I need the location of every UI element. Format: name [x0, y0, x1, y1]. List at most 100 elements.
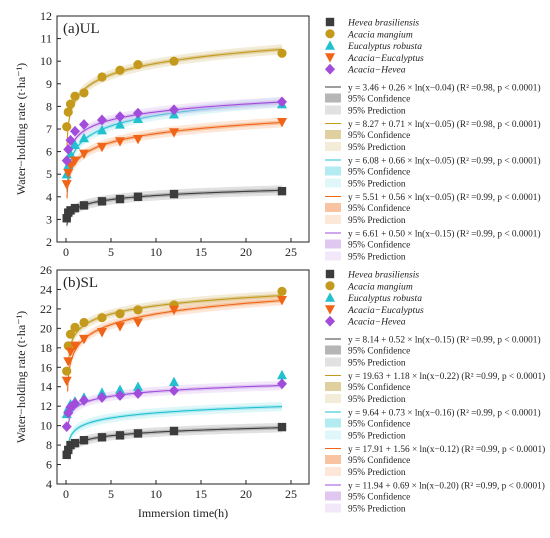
panel-sl: 4 6 8 10 12 14 16 18 20 22 24 26 0 5 10 15 20 25 (b)SL Wate…	[14, 263, 545, 520]
data-point	[277, 422, 287, 432]
data-point	[79, 119, 89, 130]
y-tick-label: 18	[40, 341, 52, 355]
data-point	[62, 214, 71, 223]
data-point	[61, 421, 72, 433]
data-point	[115, 384, 125, 394]
fit-equation: y = 6.61 + 0.50 × ln(x−0.15) (R² =0.99, …	[348, 229, 541, 240]
legend-confidence-swatch	[325, 239, 341, 249]
data-point	[115, 137, 125, 147]
data-point	[65, 329, 76, 339]
legend-marker	[325, 29, 335, 39]
legend-confidence-swatch	[325, 93, 341, 103]
data-point	[169, 56, 179, 66]
data-point	[277, 118, 287, 128]
x-tick-label: 20	[240, 245, 252, 259]
data-point	[79, 317, 89, 328]
fit-equation: y = 6.08 + 0.66 × ln(x−0.05) (R² =0.99, …	[348, 156, 541, 167]
y-tick-label: 3	[46, 212, 52, 226]
data-point	[70, 322, 80, 332]
legend-marker	[325, 17, 335, 27]
y-tick-label: 8	[46, 99, 52, 113]
legend-confidence-label: 95% Confidence	[348, 382, 410, 393]
data-point	[115, 431, 125, 440]
data-point	[79, 436, 89, 445]
panel-label: (b)SL	[63, 275, 98, 291]
x-axis-title: Immersion time(h)	[138, 506, 228, 520]
y-tick-label: 5	[46, 167, 52, 181]
fit-equation: y = 19.63 + 1.18 × ln(x−0.22) (R² =0.99,…	[348, 371, 545, 382]
y-tick-label: 24	[40, 282, 52, 296]
data-point	[277, 186, 287, 196]
legend-marker	[325, 292, 335, 302]
data-point	[133, 192, 143, 201]
data-point	[277, 378, 287, 390]
legend-prediction-label: 95% Prediction	[348, 468, 406, 478]
data-point	[70, 341, 80, 352]
legend-marker	[325, 315, 335, 327]
data-point	[70, 91, 80, 101]
legend-prediction-swatch	[325, 178, 341, 188]
data-point	[62, 122, 72, 132]
data-point	[115, 111, 125, 122]
legend-marker	[325, 63, 335, 75]
data-point	[169, 376, 179, 387]
data-point	[133, 388, 143, 399]
data-point	[97, 142, 107, 153]
data-point	[70, 156, 80, 166]
legend-prediction-swatch	[325, 251, 341, 261]
legend-confidence-swatch	[325, 418, 341, 428]
fit-equation: y = 3.46 + 0.26 × ln(x−0.04) (R² =0.98, …	[348, 83, 541, 94]
data-point	[65, 347, 76, 357]
legend-confidence-label: 95% Confidence	[348, 419, 410, 430]
x-tick-label: 20	[240, 487, 252, 501]
data-point	[63, 107, 73, 117]
data-point	[115, 309, 125, 319]
data-point	[133, 318, 143, 328]
legend-marker	[325, 53, 335, 63]
data-point	[169, 128, 179, 138]
data-point	[115, 194, 125, 204]
legend-confidence-label: 95% Confidence	[348, 346, 410, 357]
x-tick-label: 5	[108, 487, 114, 501]
data-point	[133, 107, 143, 119]
y-tick-label: 7	[46, 122, 52, 136]
legend-prediction-label: 95% Prediction	[348, 395, 406, 405]
data-point	[277, 96, 287, 108]
data-point	[66, 206, 75, 215]
x-tick-label: 10	[150, 487, 162, 501]
x-tick-label: 25	[285, 487, 297, 501]
legend-marker	[325, 269, 335, 279]
data-point	[70, 125, 80, 137]
legend-prediction-label: 95% Prediction	[348, 180, 406, 190]
legend-confidence-swatch	[325, 382, 341, 391]
y-tick-label: 9	[46, 77, 52, 91]
plot-frame	[56, 269, 310, 485]
y-tick-label: 26	[40, 263, 52, 277]
data-point	[62, 450, 71, 460]
fit-curve	[67, 295, 283, 365]
legend-prediction-swatch	[325, 215, 341, 224]
data-point	[61, 155, 72, 167]
fit-equation: y = 5.51 + 0.56 × ln(x−0.05) (R² =0.99, …	[348, 192, 541, 203]
data-point	[115, 65, 125, 75]
data-point	[97, 313, 107, 323]
data-point	[70, 139, 80, 150]
x-tick-label: 25	[285, 245, 297, 259]
panel-label: (a)UL	[63, 21, 100, 37]
legend-label: Hevea brasiliensis	[347, 18, 419, 29]
data-point	[63, 357, 74, 367]
data-point	[169, 305, 179, 316]
data-point	[70, 203, 80, 213]
x-tick-label: 0	[63, 245, 69, 259]
data-point	[65, 99, 76, 109]
data-point	[70, 397, 80, 409]
data-point	[65, 134, 76, 146]
data-point	[133, 59, 143, 70]
y-tick-label: 10	[40, 54, 52, 68]
data-point	[133, 134, 143, 145]
legend-confidence-label: 95% Confidence	[348, 240, 410, 251]
legend-confidence-swatch	[325, 166, 341, 176]
fit-curve	[67, 406, 283, 450]
